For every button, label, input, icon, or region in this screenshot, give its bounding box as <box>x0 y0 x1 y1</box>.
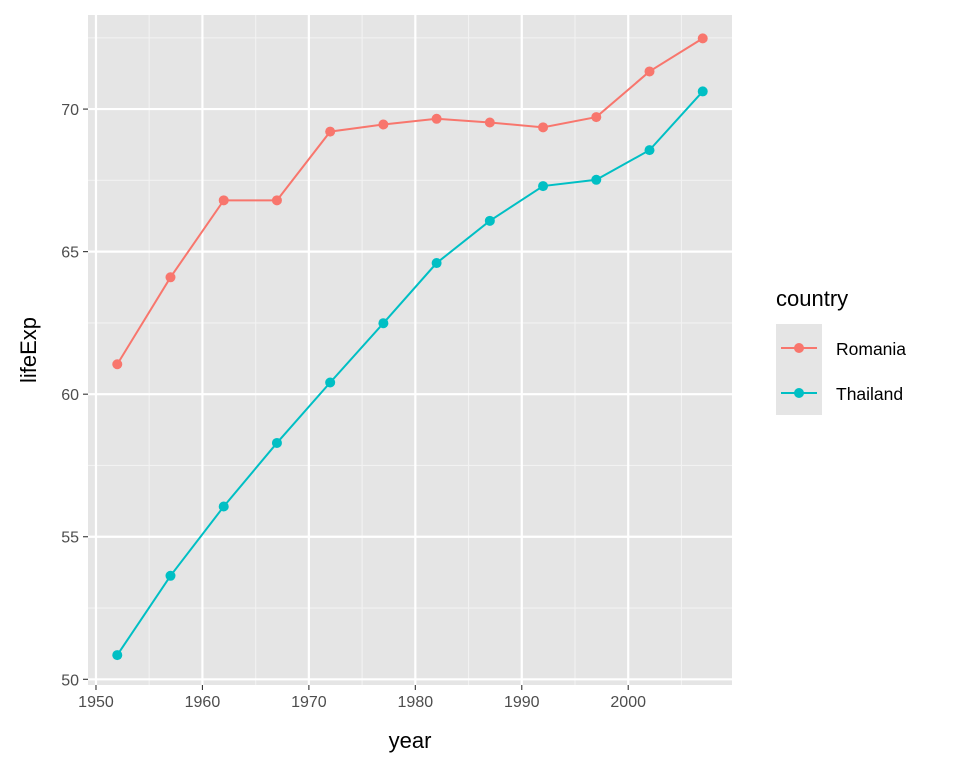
x-tick-label: 1950 <box>78 694 114 711</box>
x-tick-label: 1980 <box>398 694 434 711</box>
x-tick-label: 1990 <box>504 694 540 711</box>
data-point-romania <box>378 119 389 130</box>
data-point-romania <box>484 117 495 128</box>
data-point-romania <box>271 195 282 206</box>
data-point-thailand <box>431 258 442 269</box>
data-point-thailand <box>112 650 123 661</box>
x-tick-label: 1960 <box>185 694 221 711</box>
axes: 1950 1960 1970 1980 1990 2000 50 55 60 65 70 <box>61 102 646 711</box>
legend-key-point <box>794 343 804 353</box>
y-axis-title: lifeExp <box>16 317 41 383</box>
y-tick-label: 60 <box>61 387 79 404</box>
series-layer <box>112 33 708 661</box>
data-point-thailand <box>538 181 549 192</box>
data-point-thailand <box>325 377 336 388</box>
legend-item-romania: Romania <box>781 339 906 359</box>
series-line-thailand <box>116 90 704 656</box>
legend: country Romania Thailand <box>776 286 906 415</box>
data-point-thailand <box>218 501 229 512</box>
y-tick-label: 55 <box>61 530 79 547</box>
y-tick-label: 50 <box>61 672 79 689</box>
series-line-romania <box>116 37 704 365</box>
data-point-romania <box>538 122 549 133</box>
data-point-romania <box>112 359 123 370</box>
data-point-romania <box>325 126 336 137</box>
legend-title: country <box>776 286 848 311</box>
legend-label: Romania <box>836 339 906 359</box>
data-point-thailand <box>271 437 282 448</box>
data-point-thailand <box>484 215 495 226</box>
x-axis-title: year <box>389 728 432 753</box>
data-point-romania <box>697 33 708 44</box>
data-point-thailand <box>644 145 655 156</box>
data-point-thailand <box>165 570 176 581</box>
legend-label: Thailand <box>836 384 903 404</box>
data-point-romania <box>165 272 176 283</box>
data-point-romania <box>431 113 442 124</box>
x-tick-label: 2000 <box>610 694 646 711</box>
panel-background <box>88 15 732 685</box>
y-tick-label: 65 <box>61 245 79 262</box>
data-point-thailand <box>591 174 602 185</box>
legend-item-thailand: Thailand <box>781 384 903 404</box>
x-tick-label: 1970 <box>291 694 327 711</box>
data-point-thailand <box>378 318 389 329</box>
legend-key-background <box>776 324 822 415</box>
data-point-romania <box>591 112 602 123</box>
data-point-thailand <box>697 86 708 97</box>
data-point-romania <box>218 195 229 206</box>
data-point-romania <box>644 66 655 77</box>
y-tick-label: 70 <box>61 102 79 119</box>
legend-key-point <box>794 388 804 398</box>
major-gridlines <box>88 15 732 685</box>
